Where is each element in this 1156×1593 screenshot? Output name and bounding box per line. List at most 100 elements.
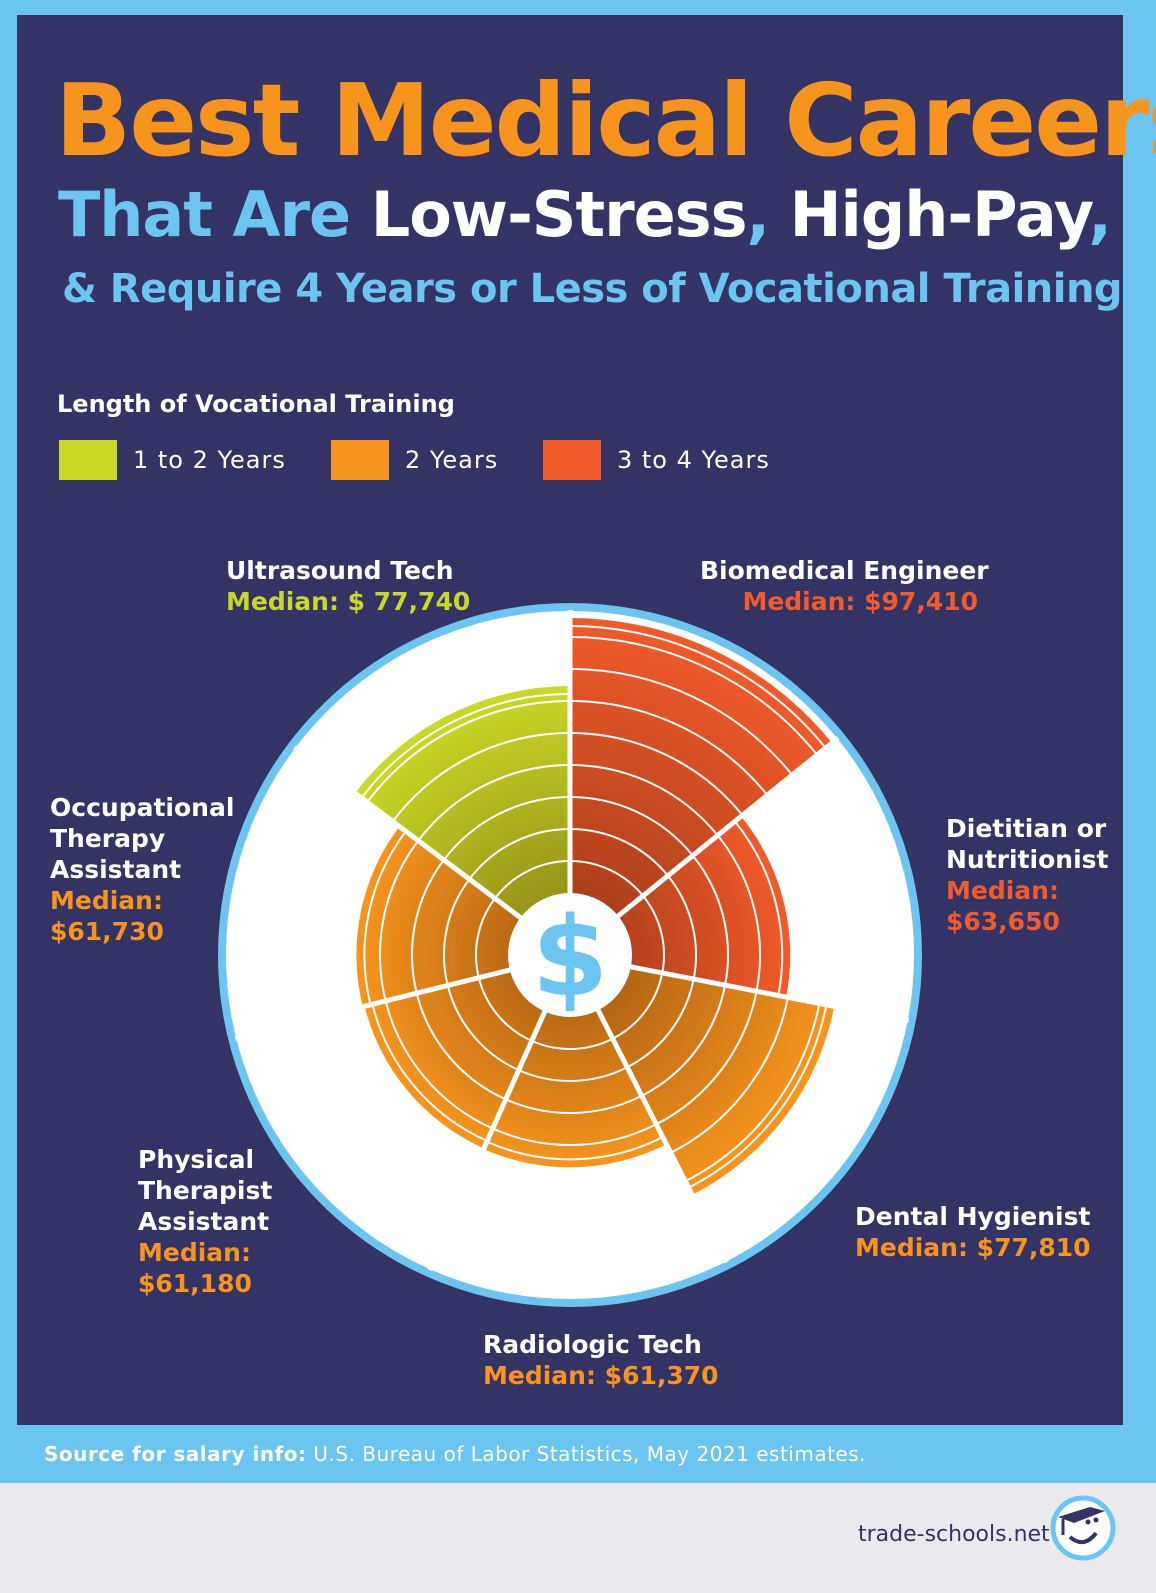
sector-shade: [355, 686, 570, 955]
label-pta: Physical Therapist Assistant Median: $61,180: [138, 1144, 272, 1299]
source-text: U.S. Bureau of Labor Statistics, May 202…: [306, 1442, 867, 1466]
ring-line: [641, 984, 727, 1097]
source-note: Source for salary info: U.S. Bureau of L…: [44, 1442, 866, 1466]
ring-line: [446, 985, 520, 1072]
ring-line: [569, 732, 744, 816]
ring-line: [569, 764, 719, 837]
ring-line: [371, 1004, 488, 1142]
t2d: High-Pay: [789, 178, 1090, 251]
legend-item-2: 2 Years: [331, 440, 498, 480]
legend-swatch: [59, 440, 117, 480]
n: Therapy: [50, 824, 166, 853]
ring-line: [626, 978, 695, 1069]
ring-line: [667, 875, 697, 980]
ring-line: [716, 834, 761, 992]
n: Dental Hygienist: [855, 1202, 1091, 1231]
ring-line: [415, 992, 507, 1101]
n: Occupational: [50, 793, 235, 822]
ring-line: [494, 860, 571, 900]
m: Median:: [138, 1238, 251, 1267]
ring-line: [684, 1003, 821, 1183]
m: Median: $ 77,740: [226, 587, 471, 616]
ring-line: [612, 972, 664, 1040]
ring-line: [569, 860, 644, 897]
legend-item-1: 1 to 2 Years: [59, 440, 286, 480]
t2b: Low-Stress: [370, 178, 748, 251]
label-ota: Occupational Therapy Assistant Median: $61,7…: [50, 792, 234, 947]
graduation-cap-logo-icon: [1050, 1495, 1116, 1561]
m: $61,180: [138, 1269, 252, 1298]
ring-line: [379, 840, 420, 1002]
sector-shade: [364, 955, 570, 1149]
ring-line: [569, 828, 669, 877]
title-line-3: & Require 4 Years or Less of Vocational …: [62, 266, 1123, 312]
label-ultrasound: Ultrasound Tech Median: $ 77,740: [226, 555, 470, 617]
brand-text[interactable]: trade-schools.net: [858, 1522, 1050, 1547]
m: Median:: [50, 886, 163, 915]
ring-line: [492, 1123, 657, 1146]
ring-line: [655, 991, 758, 1126]
label-dietitian: Dietitian or Nutritionist Median: $63,650: [946, 813, 1108, 937]
n: Assistant: [138, 1207, 270, 1236]
ring-line: [363, 830, 407, 1005]
ring-line: [411, 859, 445, 994]
title-line-2: That Are Low-Stress, High-Pay,: [58, 178, 1112, 251]
legend-swatch: [331, 440, 389, 480]
ring-line: [486, 1136, 664, 1161]
ring-line: [417, 764, 571, 842]
dollar-sign-icon: $: [532, 893, 609, 1021]
ring-line: [475, 897, 496, 978]
ring-line: [569, 796, 694, 857]
label-dental: Dental Hygienist Median: $77,810: [855, 1201, 1091, 1263]
t2a: That Are: [58, 178, 371, 251]
ring-line: [531, 1037, 614, 1050]
ring-line: [366, 700, 571, 803]
label-biomedical: Biomedical Engineer Median: $97,410: [700, 555, 989, 617]
sector-shade: [570, 618, 832, 955]
n: Ultrasound Tech: [226, 556, 454, 585]
ring-line: [692, 854, 729, 986]
m: Median: $77,810: [855, 1233, 1091, 1262]
n: Physical: [138, 1145, 255, 1174]
source-label: Source for salary info:: [44, 1442, 307, 1466]
legend-item-3: 3 to 4 Years: [543, 440, 770, 480]
m: $63,650: [946, 907, 1060, 936]
n: Radiologic Tech: [483, 1330, 702, 1359]
n: Assistant: [50, 855, 182, 884]
ring-line: [569, 625, 827, 749]
t2c: ,: [746, 178, 790, 251]
ring-line: [688, 1004, 828, 1189]
n: Therapist: [138, 1176, 273, 1205]
n: Dietitian or: [946, 814, 1107, 843]
ring-line: [468, 828, 571, 880]
ring-line: [518, 1066, 628, 1082]
m: Median: $97,410: [742, 587, 978, 616]
legend-label: 2 Years: [405, 446, 499, 474]
ring-line: [569, 636, 818, 756]
ring-line: [569, 668, 794, 776]
ring-line: [443, 796, 571, 861]
ring-line: [443, 878, 471, 986]
ring-line: [360, 693, 571, 799]
legend-label: 3 to 4 Years: [617, 446, 770, 474]
m: $61,730: [50, 917, 164, 946]
sector-shade: [483, 955, 667, 1168]
m: Median:: [946, 876, 1059, 905]
legend-label: 1 to 2 Years: [133, 446, 286, 474]
footer: [0, 1483, 1156, 1593]
n: Biomedical Engineer: [700, 556, 989, 585]
ring-line: [505, 1094, 643, 1114]
ring-line: [642, 895, 665, 974]
ring-line: [734, 820, 784, 996]
title-line-1: Best Medical Careers: [55, 62, 1156, 179]
label-radiologic: Radiologic Tech Median: $61,370: [483, 1329, 719, 1391]
t2e: ,: [1088, 178, 1112, 251]
ring-line: [384, 1000, 494, 1130]
legend-title: Length of Vocational Training: [57, 390, 455, 418]
ring-line: [569, 700, 769, 796]
ring-line: [391, 732, 571, 822]
ring-line: [670, 997, 789, 1154]
legend-swatch: [543, 440, 601, 480]
m: Median: $61,370: [483, 1361, 719, 1390]
